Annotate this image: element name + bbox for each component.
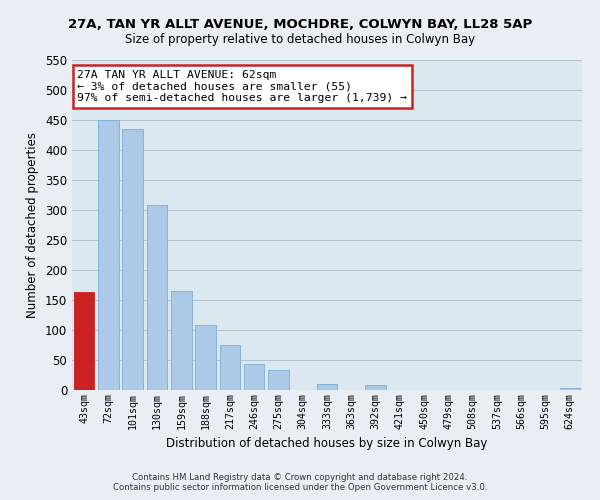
Bar (244, 364, 265, 390)
Text: 27A, TAN YR ALLT AVENUE, MOCHDRE, COLWYN BAY, LL28 5AP: 27A, TAN YR ALLT AVENUE, MOCHDRE, COLWYN… (68, 18, 532, 30)
Bar (171, 291, 191, 390)
Bar (146, 205, 167, 390)
Y-axis label: Number of detached properties: Number of detached properties (26, 132, 40, 318)
Bar (98, 120, 119, 390)
Bar (74, 292, 94, 390)
Text: 27A TAN YR ALLT AVENUE: 62sqm
← 3% of detached houses are smaller (55)
97% of se: 27A TAN YR ALLT AVENUE: 62sqm ← 3% of de… (77, 70, 407, 103)
Bar (220, 345, 240, 390)
Bar (365, 385, 386, 390)
Bar (268, 370, 289, 390)
X-axis label: Distribution of detached houses by size in Colwyn Bay: Distribution of detached houses by size … (166, 437, 488, 450)
Text: Size of property relative to detached houses in Colwyn Bay: Size of property relative to detached ho… (125, 32, 475, 46)
Bar (122, 129, 143, 390)
Bar (195, 325, 216, 390)
Text: Contains HM Land Registry data © Crown copyright and database right 2024.
Contai: Contains HM Land Registry data © Crown c… (113, 473, 487, 492)
Bar (560, 388, 580, 390)
Bar (317, 384, 337, 390)
